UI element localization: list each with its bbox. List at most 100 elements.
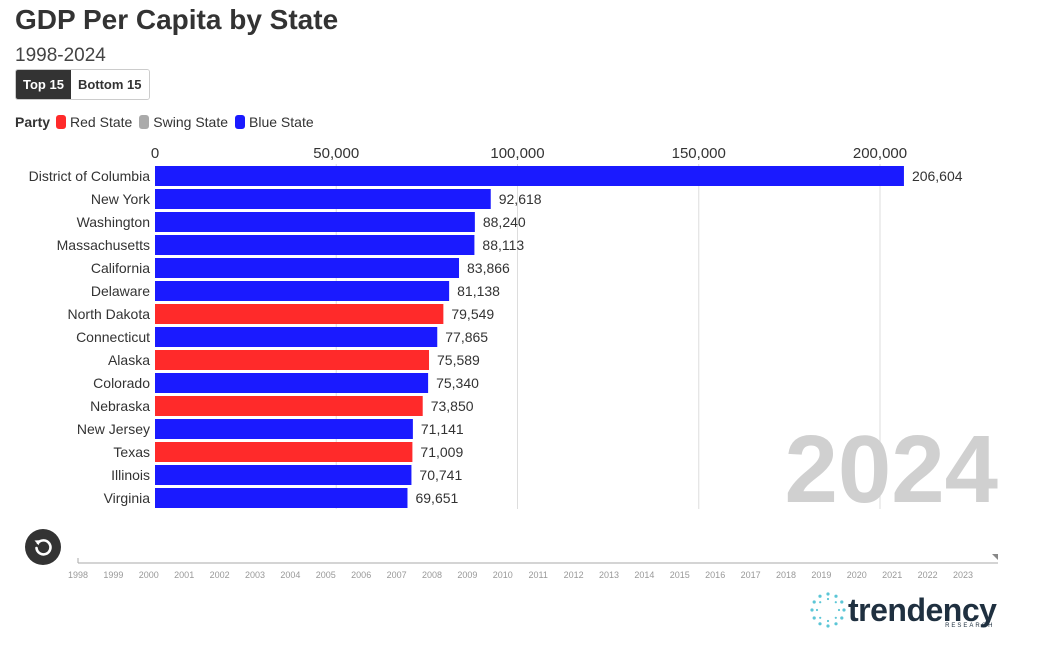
- timeline-year-label: 2005: [316, 570, 336, 580]
- timeline-year-label: 1999: [103, 570, 123, 580]
- legend-swatch-red: [56, 115, 67, 129]
- value-label: 83,866: [467, 260, 510, 276]
- timeline-year-label: 2006: [351, 570, 371, 580]
- timeline-year-label: 2007: [387, 570, 407, 580]
- legend-text-swing: Swing State: [153, 114, 229, 130]
- legend-label: Party: [15, 114, 51, 130]
- year-watermark: 2024: [784, 416, 998, 520]
- value-label: 88,113: [482, 237, 524, 253]
- x-tick-label: 200,000: [853, 145, 907, 162]
- bar: [155, 396, 423, 416]
- value-label: 71,141: [421, 421, 464, 437]
- timeline-year-label: 2010: [493, 570, 513, 580]
- category-label: Texas: [113, 444, 150, 460]
- category-label: New Jersey: [77, 421, 150, 437]
- bar-chart: 0 50,000 100,000 150,000 200,000 2024 District…: [29, 145, 998, 520]
- timeline-year-label: 2017: [741, 570, 761, 580]
- value-label: 88,240: [483, 214, 526, 230]
- value-label: 75,589: [437, 352, 480, 368]
- legend-text-blue: Blue State: [249, 114, 314, 130]
- timeline-year-label: 1998: [68, 570, 88, 580]
- bar: [155, 189, 491, 209]
- category-label: Massachusetts: [57, 237, 150, 253]
- category-label: California: [91, 260, 150, 276]
- category-label: North Dakota: [68, 306, 151, 322]
- x-tick-label: 0: [151, 145, 159, 162]
- timeline-year-label: 2022: [918, 570, 938, 580]
- timeline-year-label: 2009: [457, 570, 477, 580]
- value-label: 71,009: [420, 444, 463, 460]
- category-label: Connecticut: [76, 329, 150, 345]
- value-label: 81,138: [457, 283, 500, 299]
- value-label: 75,340: [436, 375, 479, 391]
- reset-icon: [34, 539, 52, 556]
- bar: [155, 488, 408, 508]
- timeline-year-label: 2015: [670, 570, 690, 580]
- timeline-year-label: 2000: [139, 570, 159, 580]
- category-label: Illinois: [111, 467, 150, 483]
- value-label: 77,865: [445, 329, 488, 345]
- timeline-year-label: 2021: [882, 570, 902, 580]
- bottom-15-button[interactable]: Bottom 15: [70, 70, 149, 99]
- timeline-year-label: 2008: [422, 570, 442, 580]
- logo-subtext: RESEARCH: [945, 623, 995, 629]
- year-timeline[interactable]: 1998 1999 2000 2001 2002 2003 2004 2005 2006 2007…: [0, 548, 1047, 588]
- legend-swatch-swing: [139, 115, 150, 129]
- legend-item-swing[interactable]: Swing State: [139, 114, 228, 130]
- timeline-year-label: 2013: [599, 570, 619, 580]
- top-15-button[interactable]: Top 15: [16, 70, 71, 99]
- legend: Party Red State Swing State Blue State: [15, 114, 321, 130]
- category-label: District of Columbia: [29, 168, 151, 184]
- bar: [155, 166, 904, 186]
- legend-item-red[interactable]: Red State: [56, 114, 132, 130]
- bar: [155, 350, 430, 370]
- bar: [155, 212, 475, 232]
- bar: [155, 235, 475, 255]
- bar: [155, 373, 429, 393]
- trendency-logo: trendency RESEARCH: [808, 590, 997, 630]
- chart-title: GDP Per Capita by State: [15, 4, 339, 35]
- value-label: 206,604: [912, 168, 963, 184]
- logo-wordmark: trendency: [848, 592, 997, 628]
- timeline-year-label: 2020: [847, 570, 867, 580]
- timeline-year-label: 2014: [634, 570, 654, 580]
- category-label: Virginia: [104, 490, 151, 506]
- legend-item-blue[interactable]: Blue State: [235, 114, 314, 130]
- bar: [155, 304, 444, 324]
- category-label: Colorado: [93, 375, 150, 391]
- legend-swatch-blue: [235, 115, 246, 129]
- timeline-year-label: 2012: [564, 570, 584, 580]
- category-label: Alaska: [108, 352, 150, 368]
- value-label: 79,549: [451, 306, 494, 322]
- timeline-year-label: 2018: [776, 570, 796, 580]
- chart-subtitle: 1998-2024: [15, 45, 106, 66]
- timeline-year-label: 2004: [280, 570, 300, 580]
- bar: [155, 327, 438, 347]
- value-label: 69,651: [415, 490, 458, 506]
- timeline-year-label: 2016: [705, 570, 725, 580]
- logo-mark-icon: [810, 592, 846, 628]
- value-label: 70,741: [419, 467, 462, 483]
- x-tick-label: 50,000: [313, 145, 359, 162]
- value-label: 92,618: [499, 191, 542, 207]
- bar: [155, 419, 413, 439]
- bar: [155, 281, 450, 301]
- category-label: New York: [91, 191, 151, 207]
- legend-text-red: Red State: [70, 114, 133, 130]
- category-label: Washington: [77, 214, 150, 230]
- x-tick-label: 100,000: [490, 145, 544, 162]
- bar: [155, 465, 412, 485]
- timeline-year-label: 2019: [811, 570, 831, 580]
- category-label: Delaware: [91, 283, 150, 299]
- value-label: 73,850: [431, 398, 474, 414]
- timeline-year-label: 2003: [245, 570, 265, 580]
- reset-button[interactable]: [25, 529, 61, 565]
- x-tick-label: 150,000: [672, 145, 726, 162]
- bar: [155, 258, 460, 278]
- timeline-year-label: 2002: [210, 570, 230, 580]
- bar: [155, 442, 413, 462]
- timeline-year-label: 2001: [174, 570, 194, 580]
- timeline-year-label: 2023: [953, 570, 973, 580]
- category-label: Nebraska: [90, 398, 150, 414]
- top-bottom-toggle: Top 15 Bottom 15: [15, 69, 150, 100]
